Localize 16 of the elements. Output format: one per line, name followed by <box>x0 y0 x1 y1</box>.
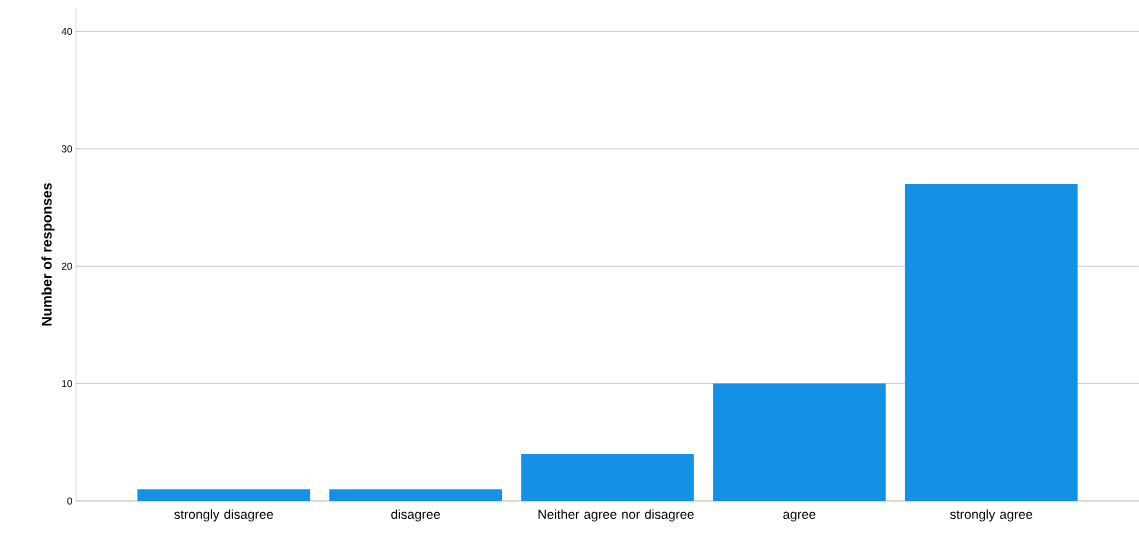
y-tick-label: 0 <box>67 497 73 505</box>
y-tick-label: 20 <box>61 262 73 270</box>
x-tick-label: strongly agree <box>950 509 1033 522</box>
bar <box>521 454 694 501</box>
x-tick-label: agree <box>783 511 816 522</box>
y-axis-title: Number of responses <box>41 183 55 326</box>
x-tick-label: Neither agree nor disagree <box>538 509 694 522</box>
y-tick-label: 30 <box>61 145 73 153</box>
y-tick-label: 10 <box>62 380 73 388</box>
y-tick-label: 40 <box>61 27 73 36</box>
bar <box>329 489 502 501</box>
bar <box>713 383 886 501</box>
bar <box>137 489 311 501</box>
x-tick-label: disagree <box>391 509 440 522</box>
x-tick-label: strongly disagree <box>174 509 274 522</box>
bar <box>904 184 1078 501</box>
